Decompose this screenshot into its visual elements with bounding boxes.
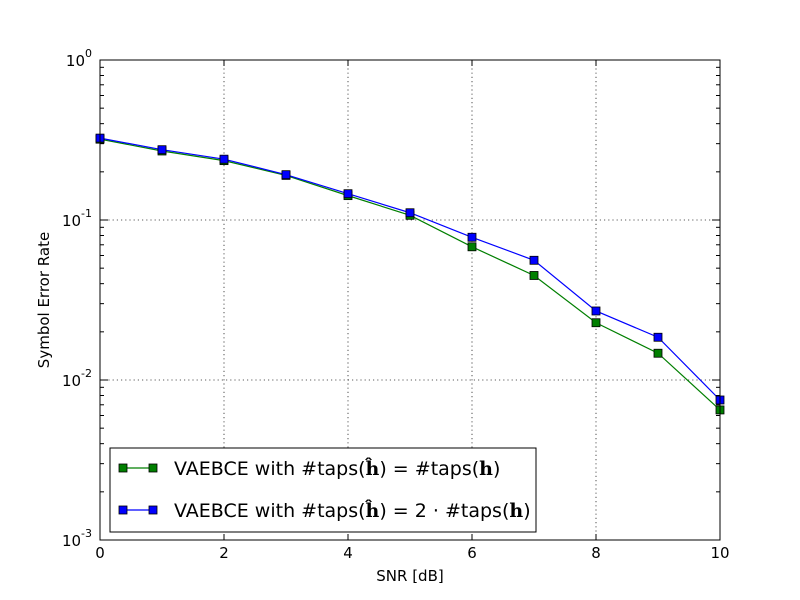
x-tick-label: 8 [591, 544, 601, 562]
y-tick-exponent: -3 [81, 527, 92, 540]
data-point [591, 318, 601, 328]
legend-marker [118, 463, 128, 473]
data-point [219, 154, 229, 164]
series-line [99, 138, 721, 411]
legend-box [109, 447, 537, 533]
legend-label: VAEBCE with #taps(ĥ) = #taps(h) [174, 457, 500, 480]
data-point [529, 255, 539, 265]
data-point [281, 170, 291, 180]
data-point [405, 208, 415, 218]
series-2 [95, 133, 725, 405]
data-point [653, 348, 663, 358]
legend-label-suffix: ) [523, 500, 530, 522]
data-point [343, 189, 353, 199]
y-tick-exponent: -1 [81, 207, 92, 220]
x-tick-label: 4 [343, 544, 353, 562]
legend-label-suffix: ) [493, 458, 500, 480]
legend-marker [148, 463, 158, 473]
plot-area-frame [99, 59, 721, 541]
legend-label-prefix: VAEBCE with #taps( [174, 458, 366, 480]
y-tick-base: 10 [62, 372, 81, 390]
legend-h: h [479, 458, 493, 480]
data-point [467, 232, 477, 242]
y-tick-label: 100 [66, 47, 92, 70]
y-tick-exponent: 0 [85, 47, 92, 60]
data-point [157, 145, 167, 155]
legend-h: h [509, 500, 523, 522]
y-tick-label: 10-3 [62, 527, 92, 550]
legend-hat-h: ĥ [365, 457, 380, 480]
y-tick-label: 10-2 [62, 367, 92, 390]
legend: VAEBCE with #taps(ĥ) = #taps(h)VAEBCE wi… [109, 447, 537, 533]
legend-label-prefix: VAEBCE with #taps( [174, 500, 366, 522]
y-tick-exponent: -2 [81, 367, 92, 380]
y-tick-label: 10-1 [62, 207, 92, 230]
legend-marker [118, 505, 128, 515]
x-tick-label: 2 [219, 544, 229, 562]
legend-label: VAEBCE with #taps(ĥ) = 2 · #taps(h) [174, 499, 531, 522]
legend-label-middle: ) = #taps( [379, 458, 479, 480]
data-point [591, 306, 601, 316]
data-point [467, 242, 477, 252]
legend-item-1: VAEBCE with #taps(ĥ) = #taps(h) [118, 457, 500, 480]
x-tick-label: 10 [710, 544, 729, 562]
y-tick-base: 10 [66, 52, 85, 70]
y-tick-base: 10 [62, 532, 81, 550]
series-layer [95, 133, 725, 415]
data-point [653, 332, 663, 342]
x-tick-label: 0 [95, 544, 105, 562]
y-tick-base: 10 [62, 212, 81, 230]
legend-hat-h: ĥ [365, 499, 380, 522]
y-axis-label: Symbol Error Rate [35, 232, 53, 368]
legend-item-2: VAEBCE with #taps(ĥ) = 2 · #taps(h) [118, 499, 531, 522]
x-tick-label: 6 [467, 544, 477, 562]
series-1 [95, 134, 725, 415]
data-point [529, 271, 539, 280]
x-axis-label: SNR [dB] [376, 567, 443, 585]
series-line [99, 137, 721, 401]
legend-marker [148, 505, 158, 515]
legend-label-middle: ) = 2 · #taps( [379, 500, 509, 522]
